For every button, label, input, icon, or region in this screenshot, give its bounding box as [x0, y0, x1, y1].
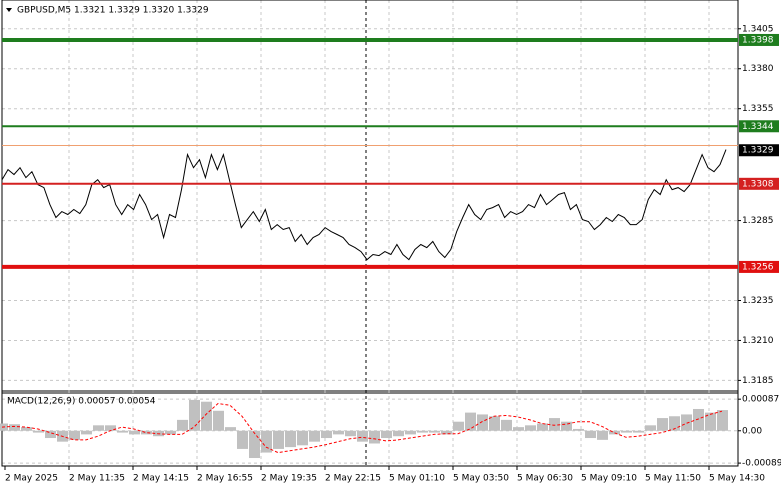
histogram-bar	[189, 399, 200, 431]
histogram-bar	[201, 401, 212, 431]
histogram-bar	[465, 412, 476, 431]
y-tick-label: 1.3285	[742, 216, 774, 226]
histogram-bar	[213, 410, 224, 431]
y-tick-label: 1.3210	[742, 336, 774, 346]
histogram-bar	[129, 430, 140, 435]
histogram-bar	[549, 418, 560, 431]
y-tick-label: -0.00089	[742, 459, 781, 469]
signal-line	[1, 402, 723, 454]
histogram-bar	[273, 430, 284, 449]
x-tick-label: 2 May 14:15	[133, 474, 189, 484]
symbol-marker	[6, 8, 12, 12]
histogram-bar	[645, 425, 656, 431]
histogram-bar	[261, 430, 272, 453]
histogram-bar	[345, 430, 356, 437]
y-tick-label: 1.3185	[742, 376, 774, 386]
histogram-bar	[93, 425, 104, 431]
price-line	[1, 149, 727, 261]
histogram-bar	[609, 430, 620, 435]
level-label: 1.3398	[742, 35, 774, 45]
histogram-bar	[309, 430, 320, 442]
histogram-bar	[285, 430, 296, 448]
histogram-bar	[333, 430, 344, 435]
y-tick-label: 1.3355	[742, 104, 774, 114]
last-price-label: 1.3329	[742, 146, 774, 156]
histogram-bar	[501, 419, 512, 431]
histogram-bar	[297, 430, 308, 446]
y-tick-label: 0.00087	[742, 395, 779, 405]
histogram-bar	[489, 416, 500, 431]
histogram-bar	[597, 430, 608, 440]
y-tick-label: 1.3235	[742, 296, 774, 306]
histogram-bar	[633, 430, 644, 433]
frame	[1, 0, 739, 467]
histogram-bar	[453, 421, 464, 431]
histogram-bar	[21, 427, 32, 431]
x-tick-label: 5 May 01:10	[389, 474, 445, 484]
histogram-bar	[417, 430, 428, 433]
chart-title: GBPUSD,M5 1.3321 1.3329 1.3320 1.3329	[17, 6, 209, 16]
level-label: 1.3308	[742, 179, 774, 189]
indicator-title: MACD(12,26,9) 0.00057 0.00054	[7, 397, 156, 407]
histogram-bar	[81, 430, 92, 435]
histogram-bar	[561, 421, 572, 431]
histogram-bar	[105, 425, 116, 431]
x-tick-label: 5 May 03:50	[453, 474, 509, 484]
x-tick-label: 5 May 14:30	[709, 474, 765, 484]
histogram-bar	[573, 428, 584, 431]
y-tick-label: 1.3405	[742, 24, 774, 34]
histogram-bar	[381, 430, 392, 439]
y-tick-label: 0.00	[742, 426, 762, 436]
histogram-bar	[117, 430, 128, 433]
histogram-bar	[249, 430, 260, 459]
histogram-bar	[681, 414, 692, 431]
last-price-box	[739, 144, 779, 157]
level-label-box	[739, 33, 779, 46]
histogram-bar	[525, 425, 536, 431]
x-tick-label: 5 May 09:10	[581, 474, 637, 484]
histogram-bar	[585, 430, 596, 439]
histogram-bar	[405, 430, 416, 435]
histogram-bar	[165, 430, 176, 435]
histogram-bar	[657, 418, 668, 431]
histogram-bar	[717, 410, 728, 431]
x-tick-label: 5 May 11:50	[645, 474, 701, 484]
x-tick-label: 2 May 19:35	[261, 474, 317, 484]
histogram-bar	[441, 430, 452, 435]
x-tick-label: 2 May 2025	[5, 474, 58, 484]
histogram-bar	[33, 430, 44, 433]
histogram-bar	[513, 427, 524, 431]
level-label-box	[739, 177, 779, 190]
x-tick-label: 5 May 06:30	[517, 474, 573, 484]
level-label-box	[739, 120, 779, 133]
histogram-bar	[669, 416, 680, 431]
histogram-bar	[177, 419, 188, 431]
histogram-bar	[237, 430, 248, 449]
level-label: 1.3344	[742, 122, 774, 132]
histogram-bar	[621, 430, 632, 433]
y-tick-label: 1.3380	[742, 64, 774, 74]
histogram-bar	[705, 412, 716, 431]
histogram-bar	[357, 430, 368, 442]
histogram-bar	[369, 430, 380, 444]
histogram-bar	[225, 427, 236, 431]
x-tick-label: 2 May 11:35	[69, 474, 125, 484]
x-tick-label: 2 May 22:15	[325, 474, 381, 484]
x-tick-label: 2 May 16:55	[197, 474, 253, 484]
histogram-bar	[141, 430, 152, 435]
level-label: 1.3256	[742, 262, 774, 272]
histogram-bar	[393, 430, 404, 437]
histogram-bar	[429, 430, 440, 433]
histogram-bar	[69, 430, 80, 440]
histogram-bar	[321, 430, 332, 439]
histogram-bar	[45, 430, 56, 439]
histogram-bar	[9, 424, 20, 431]
histogram-bar	[537, 423, 548, 431]
level-label-box	[739, 260, 779, 273]
histogram-bar	[693, 408, 704, 431]
histogram-bar	[477, 414, 488, 431]
